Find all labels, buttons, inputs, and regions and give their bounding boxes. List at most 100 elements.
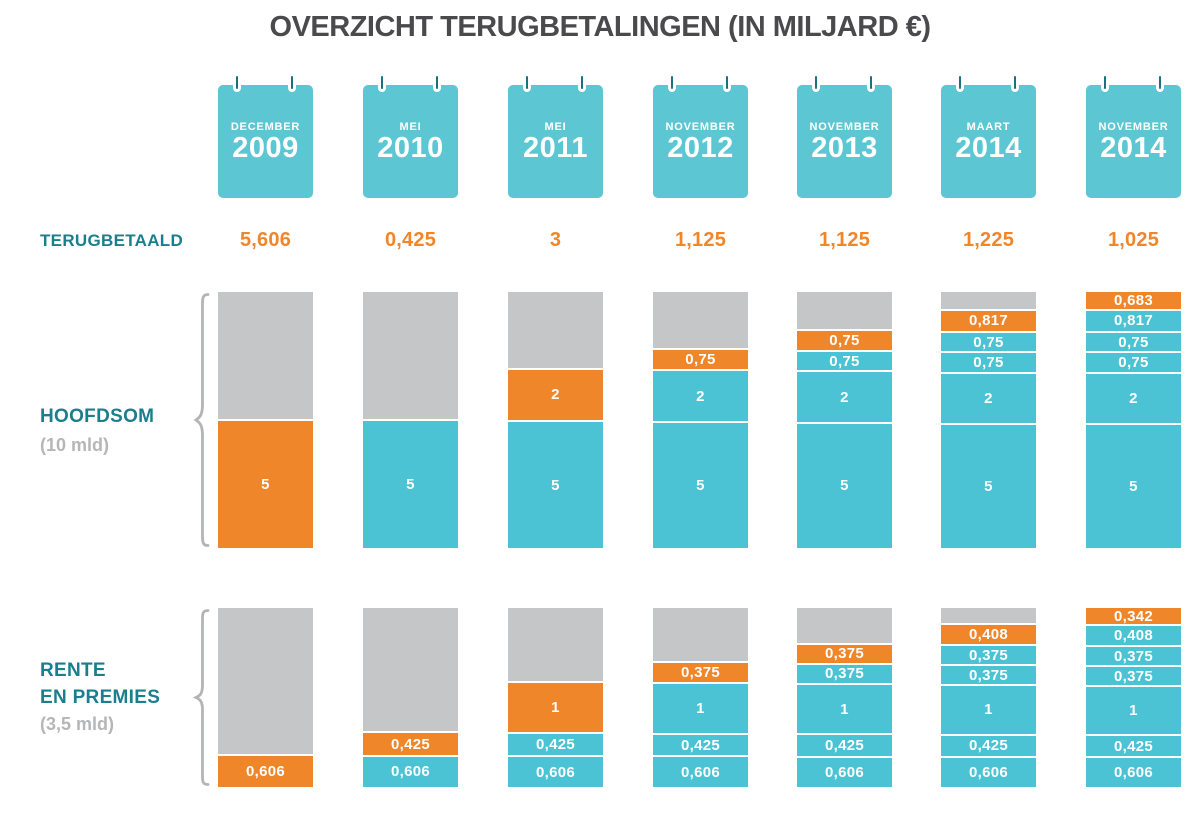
bar-segment [363,608,458,732]
hoofdsom-brace-icon [193,293,210,547]
bar-segment [797,292,892,330]
bar-segment-value: 2 [551,386,560,404]
bar-segment: 0,375 [1086,667,1181,685]
hoofdsom-bar: 0,817 0,75 0,75 2 5 [941,292,1036,548]
rente-bar: 0,425 0,606 [363,608,458,787]
hoofdsom-bar: 5 [363,292,458,548]
calendar-month: NOVEMBER [809,120,880,133]
bar-segment-value: 0,425 [1113,737,1154,755]
calendar-year: 2012 [667,131,734,164]
terugbetaald-value: 0,425 [384,229,437,251]
bar-segment: 0,75 [797,331,892,350]
calendar-november-2014: NOVEMBER 2014 [1086,73,1181,198]
bar-segment-value: 5 [261,476,270,493]
bar-segment: 0,375 [941,666,1036,685]
calendar-pin-icon [433,73,441,92]
bar-segment: 0,75 [941,353,1036,372]
bar-segment: 0,375 [1086,647,1181,666]
calendar-year: 2010 [377,131,444,164]
bar-segment-value: 0,75 [973,333,1004,351]
column-november-2013: NOVEMBER 2013 1,125 0,75 0,75 2 5 0,375 0,375 1 0,… [797,0,892,820]
calendar-maart-2014: MAART 2014 [941,73,1036,198]
bar-segment-value: 0,75 [1118,354,1149,372]
bar-segment [218,608,313,755]
bar-segment-value: 5 [551,476,560,494]
bar-segment-value: 0,683 [1113,292,1154,309]
bar-segment-value: 1 [984,701,993,719]
hoofdsom-bar: 5 [218,292,313,548]
bar-segment: 0,408 [1086,626,1181,646]
rente-bar: 0,375 0,375 1 0,425 0,606 [797,608,892,787]
calendar-pin-icon [378,73,386,92]
calendar-month: NOVEMBER [1098,120,1169,133]
bar-segment [941,608,1036,623]
calendar-pin-icon [668,73,676,92]
bar-segment-value: 1 [696,699,705,717]
bar-segment: 0,342 [1086,608,1181,625]
rente-total-label: (3,5 mld) [40,714,115,734]
bar-segment [797,608,892,643]
calendar-pin-icon [523,73,531,92]
terugbetaald-value: 1,125 [818,229,871,251]
bar-segment: 0,375 [941,646,1036,665]
calendar-pin-icon [723,73,731,92]
bar-segment-value: 0,375 [968,646,1009,664]
calendar-pin-icon [578,73,586,92]
bar-segment: 0,817 [941,310,1036,331]
calendar-pin-icon [1011,73,1019,92]
bar-segment-value: 0,425 [390,735,431,753]
column-november-2014: NOVEMBER 2014 1,025 0,683 0,817 0,75 0,75 2 5 0,3… [1086,0,1181,820]
bar-segment: 2 [653,371,748,421]
rente-section-label-line2: EN PREMIES [40,687,161,708]
page-title: OVERZICHT TERUGBETALINGEN (IN MILJARD €) [269,11,931,43]
bar-segment: 5 [363,421,458,548]
column-maart-2014: MAART 2014 1,225 0,817 0,75 0,75 2 5 0,408 0,375 0… [941,0,1036,820]
calendar-pin-icon [233,73,241,92]
bar-segment [508,608,603,681]
calendar-month: MEI [399,120,422,133]
bar-segment-value: 5 [1129,478,1138,495]
bar-segment-value: 2 [696,387,705,405]
rente-bar: 0,342 0,408 0,375 0,375 1 0,425 0,606 [1086,608,1181,787]
bar-segment-value: 0,375 [1113,647,1154,665]
hoofdsom-bar: 0,683 0,817 0,75 0,75 2 5 [1086,292,1181,548]
bar-segment [653,292,748,349]
bar-segment: 1 [941,686,1036,734]
bar-segment: 0,425 [797,735,892,756]
bar-segment-value: 0,75 [1118,333,1149,351]
calendar-mei-2010: MEI 2010 [363,73,458,198]
bar-segment-value: 0,375 [824,645,865,663]
calendar-year: 2014 [1100,131,1167,164]
bar-segment: 0,75 [797,351,892,371]
bar-segment-value: 0,817 [1113,312,1154,330]
bar-segment: 0,817 [1086,310,1181,331]
bar-segment: 0,75 [653,350,748,369]
bar-segment [653,608,748,662]
bar-segment: 0,683 [1086,292,1181,309]
bar-segment: 0,375 [797,664,892,683]
bar-segment-value: 0,75 [973,354,1004,372]
bar-segment: 0,606 [363,756,458,787]
calendar-december-2009: DECEMBER 2009 [218,73,313,198]
column-november-2012: NOVEMBER 2012 1,125 0,75 2 5 0,375 1 0,425 0,606 [653,0,748,820]
bar-segment: 5 [797,423,892,548]
calendar-month: MAART [966,120,1011,133]
bar-segment: 1 [1086,686,1181,735]
calendar-november-2013: NOVEMBER 2013 [797,73,892,198]
calendar-pin-icon [288,73,296,92]
bar-segment-value: 0,606 [535,763,576,781]
bar-segment-value: 0,425 [535,736,576,754]
bar-segment: 1 [653,683,748,733]
terugbetaald-row-label: TERUGBETAALD [40,231,184,250]
column-mei-2011: MEI 2011 3 2 5 1 0,425 0,606 [508,0,603,820]
calendar-pin-icon [1101,73,1109,92]
bar-segment-value: 0,342 [1113,608,1154,625]
bar-segment [363,292,458,419]
terugbetaald-value: 1,225 [962,229,1015,251]
bar-segment: 1 [797,684,892,734]
bar-segment-value: 0,606 [390,763,431,781]
terugbetaald-value: 1,025 [1107,229,1160,251]
bar-segment-value: 0,375 [968,666,1009,684]
